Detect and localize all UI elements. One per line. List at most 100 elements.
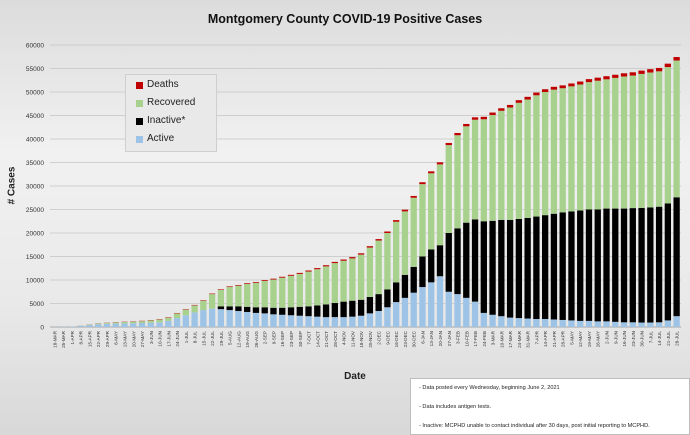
- bar-deaths: [550, 86, 558, 90]
- x-tick-label: 14-APR: [543, 330, 548, 347]
- bar-active: [252, 312, 260, 327]
- bar-active: [542, 319, 549, 327]
- bar-active: [261, 313, 268, 327]
- bar-recovered: [577, 84, 584, 211]
- bar-active: [393, 302, 400, 327]
- bar-recovered: [95, 323, 102, 325]
- bar-active: [401, 297, 409, 327]
- bar-active: [664, 320, 672, 327]
- bar-recovered: [156, 319, 163, 323]
- x-tick-label: 8-APR: [79, 330, 84, 344]
- bar-active: [340, 317, 347, 327]
- bar-inactive: [235, 306, 242, 312]
- bar-inactive: [463, 222, 470, 298]
- x-tick-label: 30-DEC: [412, 330, 417, 347]
- x-tick-label: 1-APR: [70, 330, 75, 344]
- bar-recovered: [349, 258, 356, 301]
- bar-deaths: [533, 92, 540, 96]
- x-tick-label: 21-APR: [552, 330, 557, 347]
- x-tick-label: 26-AUG: [254, 331, 259, 348]
- x-tick-label: 7-APR: [534, 330, 539, 344]
- bar-deaths: [349, 257, 356, 259]
- note-inactive-definition: - Inactive: MCPHD unable to contact indi…: [419, 423, 650, 429]
- bar-recovered: [305, 271, 312, 307]
- bar-inactive: [401, 274, 409, 298]
- x-tick-label: 15-APR: [87, 330, 92, 347]
- bar-deaths: [498, 108, 505, 111]
- x-tick-label: 30-SEP: [298, 331, 303, 347]
- bar-inactive: [673, 197, 680, 317]
- bar-active: [647, 322, 654, 327]
- x-tick-label: 22-APR: [96, 330, 101, 347]
- bar-recovered: [445, 145, 452, 233]
- bar-active: [200, 310, 207, 327]
- x-tick-label: 17-JUN: [166, 331, 171, 347]
- x-tick-label: 3-FEB: [456, 331, 461, 344]
- bar-inactive: [393, 282, 400, 303]
- bar-active: [217, 309, 225, 327]
- bar-deaths: [279, 276, 286, 278]
- bar-inactive: [454, 228, 461, 295]
- x-tick-label: 13-JAN: [429, 331, 434, 346]
- x-tick-label: 14-JUL: [657, 331, 662, 346]
- bar-inactive: [436, 245, 444, 277]
- x-tick-label: 9-DEC: [385, 330, 390, 344]
- bar-deaths: [252, 282, 260, 283]
- bar-recovered: [147, 320, 154, 323]
- bar-recovered: [612, 77, 619, 209]
- x-tick-label: 6-MAY: [114, 331, 119, 345]
- bar-inactive: [524, 217, 531, 319]
- bar-inactive: [428, 249, 435, 283]
- bar-inactive: [506, 219, 514, 318]
- bar-active: [384, 307, 391, 327]
- x-tick-label: 11-NOV: [350, 330, 355, 347]
- bar-active: [296, 315, 303, 327]
- legend-swatch-recovered: [136, 100, 143, 107]
- x-tick-label: 23-DEC: [403, 330, 408, 347]
- bar-active: [147, 322, 154, 327]
- legend-label-active: Active: [147, 133, 175, 144]
- bar-recovered: [279, 277, 286, 308]
- bar-inactive: [349, 300, 356, 317]
- bar-active: [77, 325, 84, 327]
- bar-recovered: [673, 60, 680, 198]
- bar-active: [489, 314, 496, 327]
- bar-deaths: [401, 209, 409, 212]
- bar-active: [86, 325, 93, 327]
- bar-recovered: [200, 300, 207, 311]
- bar-deaths: [577, 81, 584, 85]
- bar-inactive: [620, 208, 628, 323]
- bar-active: [103, 323, 111, 327]
- x-tick-label: 5-MAY: [569, 331, 574, 345]
- bar-deaths: [594, 77, 601, 81]
- bar-active: [428, 282, 435, 327]
- bar-inactive: [340, 301, 347, 318]
- legend-swatch-inactive: [136, 118, 143, 125]
- bar-active: [655, 322, 663, 327]
- bar-recovered: [296, 273, 303, 307]
- x-tick-label: 26-MAY: [596, 331, 601, 347]
- bar-deaths: [331, 261, 338, 264]
- bar-active: [620, 322, 628, 327]
- bar-inactive: [287, 307, 295, 316]
- bar-active: [235, 311, 242, 327]
- bar-deaths: [559, 85, 566, 89]
- bar-active: [594, 321, 601, 327]
- bar-recovered: [121, 322, 128, 324]
- bar-active: [349, 316, 356, 327]
- bar-recovered: [410, 197, 417, 267]
- bar-deaths: [208, 293, 216, 295]
- bar-deaths: [244, 283, 251, 284]
- bar-recovered: [226, 287, 233, 307]
- x-tick-label: 16-DEC: [394, 330, 399, 347]
- x-tick-label: 19-MAY: [587, 331, 592, 347]
- y-tick-label: 50000: [26, 90, 44, 97]
- bar-active: [533, 319, 540, 327]
- bar-deaths: [436, 162, 444, 165]
- bar-active: [603, 321, 610, 327]
- bar-recovered: [542, 92, 549, 216]
- bar-recovered: [235, 285, 242, 307]
- bar-active: [121, 323, 128, 327]
- bar-deaths: [463, 123, 470, 127]
